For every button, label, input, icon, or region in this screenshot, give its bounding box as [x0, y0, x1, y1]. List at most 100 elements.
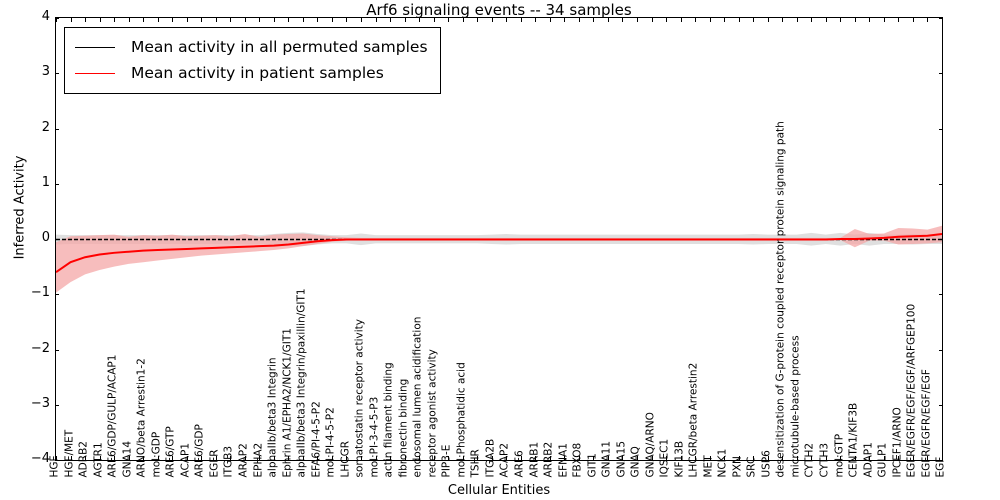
x-tick-mark [375, 456, 377, 461]
x-tick-mark [564, 17, 566, 22]
y-tick-mark [55, 294, 59, 296]
x-tick-mark [607, 456, 609, 461]
x-tick-mark [114, 17, 116, 22]
x-tick-mark [767, 17, 769, 22]
x-tick-mark [782, 456, 784, 461]
x-tick-mark [709, 17, 711, 22]
x-tick-mark [346, 456, 348, 461]
y-tick-mark [939, 128, 943, 130]
x-tick-mark [273, 17, 275, 22]
x-tick-mark [317, 456, 319, 461]
x-tick-mark [840, 456, 842, 461]
x-tick-mark [666, 456, 668, 461]
x-tick-mark [462, 17, 464, 22]
x-tick-mark [506, 456, 508, 461]
x-tick-mark [186, 456, 188, 461]
x-tick-mark [215, 17, 217, 22]
x-tick-mark [825, 17, 827, 22]
plot-clip [56, 18, 942, 460]
y-tick-label: 2 [41, 119, 50, 135]
y-tick-mark [55, 404, 59, 406]
x-tick-mark [99, 17, 101, 22]
x-tick-mark [912, 17, 914, 22]
x-tick-mark [361, 456, 363, 461]
x-tick-mark [390, 17, 392, 22]
x-tick-mark [70, 456, 72, 461]
x-tick-mark [927, 456, 929, 461]
x-tick-mark [869, 17, 871, 22]
x-tick-mark [230, 456, 232, 461]
chart-legend: Mean activity in all permuted samples Mea… [64, 27, 441, 94]
x-tick-mark [651, 17, 653, 22]
x-tick-mark [593, 456, 595, 461]
y-tick-mark [939, 73, 943, 75]
y-tick-label: 3 [41, 64, 50, 80]
x-tick-mark [883, 17, 885, 22]
x-tick-mark [244, 17, 246, 22]
x-tick-mark [201, 17, 203, 22]
x-tick-mark [564, 456, 566, 461]
x-tick-mark [302, 456, 304, 461]
x-tick-mark [753, 17, 755, 22]
x-tick-mark [680, 456, 682, 461]
x-tick-mark [56, 17, 57, 22]
x-tick-mark [114, 456, 116, 461]
x-tick-mark [840, 17, 842, 22]
x-tick-mark [535, 17, 537, 22]
x-tick-mark [85, 17, 87, 22]
y-tick-label: 4 [41, 9, 50, 24]
y-tick-mark [55, 349, 59, 351]
x-tick-mark [942, 17, 943, 22]
legend-label: Mean activity in all permuted samples [131, 38, 428, 56]
x-tick-mark [462, 456, 464, 461]
x-tick-mark [796, 456, 798, 461]
x-tick-mark [549, 17, 551, 22]
x-tick-mark [898, 17, 900, 22]
x-tick-mark [331, 17, 333, 22]
legend-line-icon [75, 46, 115, 48]
x-axis-label: Cellular Entities [447, 483, 551, 498]
y-tick-mark [939, 404, 943, 406]
x-tick-mark [738, 456, 740, 461]
plot-svg [56, 225, 942, 293]
legend-item: Mean activity in patient samples [75, 60, 428, 86]
y-tick-mark [55, 128, 59, 130]
x-tick-mark [622, 456, 624, 461]
x-tick-mark [477, 456, 479, 461]
x-tick-mark [520, 456, 522, 461]
x-tick-mark [201, 456, 203, 461]
x-tick-mark [767, 456, 769, 461]
x-tick-mark [172, 17, 174, 22]
x-tick-mark [157, 17, 159, 22]
x-tick-mark [883, 456, 885, 461]
x-tick-mark [288, 456, 290, 461]
page-title: Arf6 signaling events -- 34 samples [366, 1, 632, 19]
x-tick-mark [549, 456, 551, 461]
x-tick-mark [927, 17, 929, 22]
x-tick-mark [854, 17, 856, 22]
y-tick-mark [55, 183, 59, 185]
x-tick-mark [753, 456, 755, 461]
x-tick-mark [288, 17, 290, 22]
y-tick-mark [55, 73, 59, 75]
y-tick-label: −2 [30, 340, 50, 356]
x-tick-mark [636, 456, 638, 461]
x-tick-mark [506, 17, 508, 22]
x-tick-mark [128, 456, 130, 461]
x-tick-mark [259, 17, 261, 22]
x-tick-mark [70, 17, 72, 22]
x-tick-mark [724, 456, 726, 461]
x-tick-mark [433, 456, 435, 461]
x-tick-mark [215, 456, 217, 461]
x-tick-mark [825, 456, 827, 461]
y-tick-mark [939, 18, 943, 19]
x-tick-mark [622, 17, 624, 22]
x-tick-mark [419, 17, 421, 22]
patient-mean-line [56, 233, 942, 273]
x-tick-mark [244, 456, 246, 461]
y-tick-labels: 4 3 2 1 0 −1 −2 −3 −4 [14, 10, 50, 465]
x-tick-mark [666, 17, 668, 22]
x-tick-mark [419, 456, 421, 461]
x-tick-mark [782, 17, 784, 22]
